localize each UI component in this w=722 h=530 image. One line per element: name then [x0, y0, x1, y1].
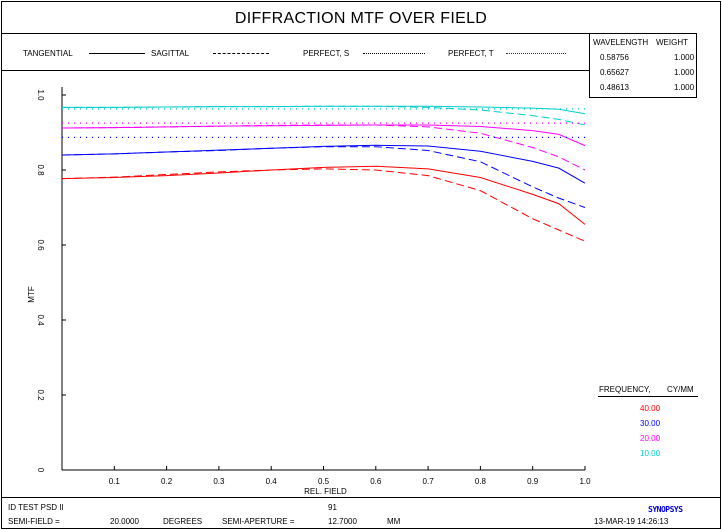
legend-tangential-label: TANGENTIAL — [23, 49, 73, 58]
wavelength-row-2: 0.65627 — [600, 68, 629, 77]
center-number: 91 — [328, 503, 337, 512]
series-line-30-00-tangential — [61, 144, 586, 184]
frequency-header-underline — [598, 396, 698, 397]
weight-row-2: 1.000 — [674, 68, 695, 77]
semi-aperture-value: 12.7000 — [328, 517, 357, 526]
y-tick-label: 0.2 — [36, 389, 45, 401]
x-axis-label: REL. FIELD — [304, 487, 347, 496]
x-tick-label: 0.6 — [370, 477, 382, 486]
y-tick-label: 0.6 — [36, 239, 45, 251]
wavelength-row-3: 0.48613 — [600, 83, 629, 92]
x-tick-label: 0.2 — [161, 477, 173, 486]
legend-perfect-t-label: PERFECT, T — [448, 49, 494, 58]
semi-field-value: 20.0000 — [110, 517, 139, 526]
y-tick-label: 0 — [36, 468, 45, 473]
series-line-10-00-sagittal — [62, 105, 586, 126]
frequency-item-30: 30.00 — [640, 419, 661, 428]
title-divider — [1, 33, 589, 34]
series-line-40-00-sagittal — [61, 168, 586, 242]
y-tick-label: 0.8 — [36, 164, 45, 176]
weight-row-1: 1.000 — [674, 53, 695, 62]
frequency-item-20: 20.00 — [640, 434, 661, 443]
frequency-item-10: 10.00 — [640, 449, 661, 458]
legend-perfect-s-line — [363, 53, 425, 54]
series-line-20-00-tangential — [61, 124, 586, 147]
datetime-stamp: 13-MAR-19 14:26:13 — [594, 517, 669, 526]
wavelength-row-1: 0.58756 — [600, 53, 629, 62]
legend-tangential-line — [89, 53, 145, 54]
weight-row-3: 1.000 — [674, 83, 695, 92]
wavelength-header: WAVELENGTH — [593, 38, 649, 47]
legend-perfect-s-label: PERFECT, S — [303, 49, 350, 58]
x-tick-label: 1.0 — [579, 477, 591, 486]
x-tick-label: 0.4 — [266, 477, 278, 486]
legend-bar: TANGENTIAL SAGITTAL PERFECT, S PERFECT, … — [1, 33, 589, 71]
series-line-10-00-tangential — [62, 105, 586, 115]
wavelength-table: WAVELENGTH WEIGHT 0.58756 1.000 0.65627 … — [589, 33, 697, 98]
series-line-20-00-sagittal — [61, 124, 586, 171]
chart-title: DIFFRACTION MTF OVER FIELD — [234, 10, 488, 27]
legend-sagittal-label: SAGITTAL — [151, 49, 190, 58]
id-label: ID TEST PSD II — [8, 503, 64, 512]
x-tick-label: 0.1 — [109, 477, 121, 486]
x-tick-label: 0.8 — [475, 477, 487, 486]
semi-field-label: SEMI-FIELD = — [8, 517, 60, 526]
weight-header: WEIGHT — [656, 38, 688, 47]
frequency-legend: FREQUENCY, CY/MM 40.00 30.00 20.00 10.00 — [598, 384, 702, 464]
x-tick-label: 0.7 — [423, 477, 435, 486]
brand-logo: SYNOPSYS — [648, 505, 683, 514]
semi-aperture-unit: MM — [387, 517, 401, 526]
x-tick-label: 0.3 — [213, 477, 225, 486]
frequency-item-40: 40.00 — [640, 404, 661, 413]
x-tick-label: 0.5 — [318, 477, 330, 486]
series-line-40-00-tangential — [61, 165, 586, 225]
legend-sagittal-line — [213, 53, 269, 54]
legend-perfect-t-line — [506, 53, 566, 54]
y-tick-label: 0.4 — [36, 314, 45, 326]
semi-aperture-label: SEMI-APERTURE = — [222, 517, 295, 526]
frequency-unit-header: CY/MM — [667, 385, 694, 394]
frequency-header: FREQUENCY, — [599, 385, 651, 394]
semi-field-unit: DEGREES — [163, 517, 203, 526]
series-line-30-00-sagittal — [61, 146, 586, 208]
y-axis-label: MTF — [27, 286, 36, 303]
footer-divider — [1, 497, 721, 498]
x-tick-label: 0.9 — [527, 477, 539, 486]
y-tick-label: 1.0 — [36, 89, 45, 101]
